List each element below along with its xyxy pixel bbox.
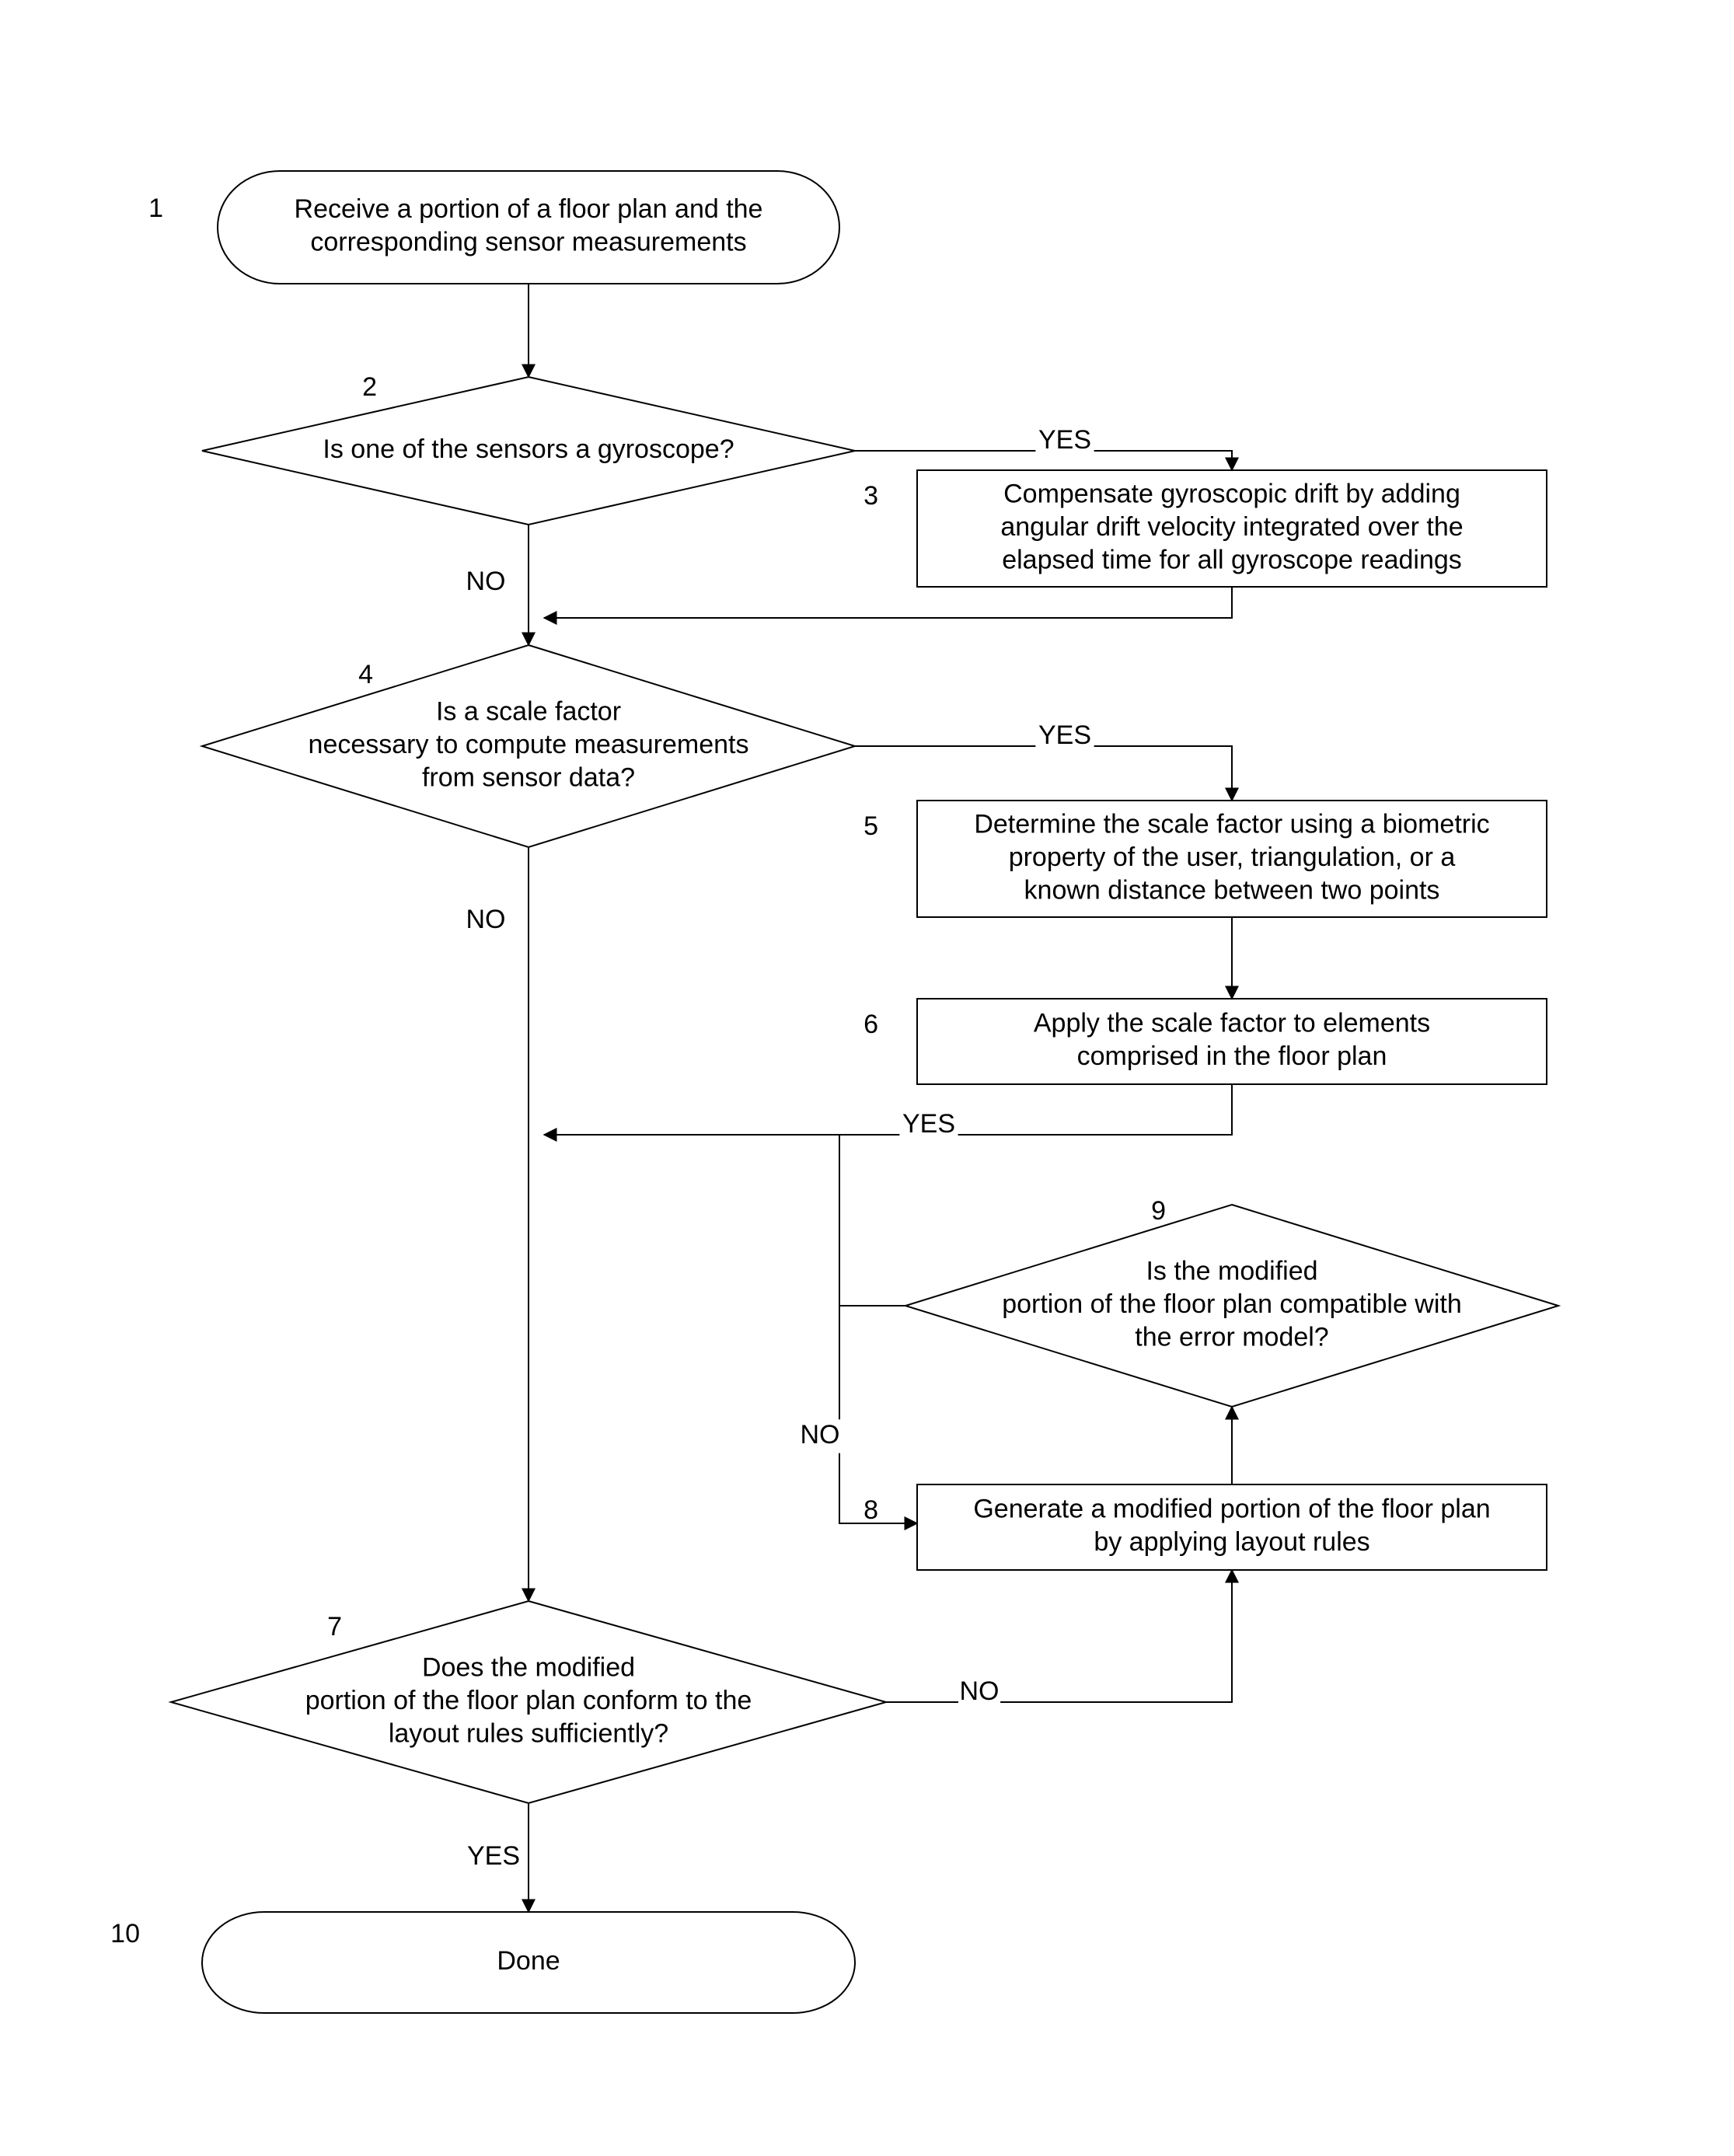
node-text: from sensor data?: [422, 762, 635, 792]
edge-label: YES: [1038, 425, 1091, 455]
edge-label: YES: [1038, 720, 1091, 750]
edge-e4_yes_5: YES: [855, 720, 1232, 801]
node-n10: Done 10: [110, 1912, 855, 2013]
node-n1: Receive a portion of a floor plan and th…: [148, 171, 839, 284]
node-number: 7: [327, 1612, 342, 1641]
edge-e2_no_4: NO: [465, 525, 529, 645]
node-n9: Is the modifiedportion of the floor plan…: [905, 1196, 1558, 1407]
node-n6: Apply the scale factor to elements compri…: [864, 999, 1547, 1084]
node-n3: Compensate gyroscopic drift by adding ang…: [864, 470, 1547, 587]
node-text: Is the modified: [1146, 1256, 1317, 1286]
edge-e9_yes: [839, 1135, 905, 1306]
edge-label: NO: [466, 567, 506, 596]
node-text: Is one of the sensors a gyroscope?: [323, 434, 734, 464]
node-n4: Is a scale factor necessary to compute me…: [202, 645, 855, 847]
edge-e7_no_8: NO: [886, 1570, 1232, 1710]
node-text: Receive a portion of a floor plan and th…: [295, 194, 763, 224]
edge-label: NO: [466, 905, 506, 934]
edge-label: YES: [902, 1109, 955, 1139]
node-text: comprised in the floor plan: [1077, 1041, 1387, 1071]
node-number: 10: [110, 1919, 140, 1948]
node-text: portion of the floor plan compatible wit…: [1002, 1289, 1462, 1319]
edge-label: YES: [467, 1841, 520, 1871]
node-text: Determine the scale factor using a biome…: [974, 809, 1489, 839]
node-number: 1: [148, 194, 163, 223]
node-text: Generate a modified portion of the floor…: [973, 1495, 1490, 1524]
node-text: Is a scale factor: [436, 696, 621, 726]
edge-e9_no_8: NO: [799, 1306, 917, 1523]
node-text: by applying layout rules: [1094, 1527, 1369, 1557]
node-text: portion of the floor plan conform to the: [305, 1686, 752, 1715]
node-number: 9: [1151, 1196, 1166, 1226]
edge-e4_no_7: NO: [465, 847, 529, 1601]
node-text: Compensate gyroscopic drift by adding: [1003, 479, 1460, 508]
node-text: angular drift velocity integrated over t…: [1000, 512, 1463, 542]
node-number: 3: [864, 481, 878, 511]
node-n7: Does the modified portion of the floor pl…: [171, 1601, 886, 1803]
edge-e7_yes_10: YES: [464, 1803, 529, 1912]
node-n5: Determine the scale factor using a biome…: [864, 801, 1547, 917]
edge-e3_merge: [544, 587, 1232, 618]
node-text: corresponding sensor measurements: [310, 228, 746, 257]
node-text: elapsed time for all gyroscope readings: [1002, 545, 1462, 574]
node-text: necessary to compute measurements: [309, 730, 749, 759]
node-text: Does the modified: [422, 1652, 635, 1682]
node-n8: Generate a modified portion of the floor…: [864, 1484, 1547, 1570]
edge-label: NO: [801, 1420, 840, 1450]
node-text: layout rules sufficiently?: [389, 1718, 668, 1748]
node-number: 2: [362, 372, 377, 402]
node-text: Apply the scale factor to elements: [1034, 1009, 1430, 1038]
node-number: 8: [864, 1495, 878, 1525]
node-text: known distance between two points: [1024, 875, 1440, 905]
node-text: Done: [497, 1946, 560, 1976]
edge-label: NO: [960, 1676, 1000, 1706]
node-number: 4: [358, 660, 373, 689]
node-n2: Is one of the sensors a gyroscope? 2: [202, 372, 855, 525]
edge-e2_yes_3: YES: [855, 424, 1232, 470]
edge-e6_merge: YES: [544, 1084, 1232, 1143]
node-number: 5: [864, 811, 878, 841]
node-text: property of the user, triangulation, or …: [1009, 843, 1456, 872]
node-number: 6: [864, 1010, 878, 1039]
node-text: the error model?: [1135, 1322, 1328, 1352]
